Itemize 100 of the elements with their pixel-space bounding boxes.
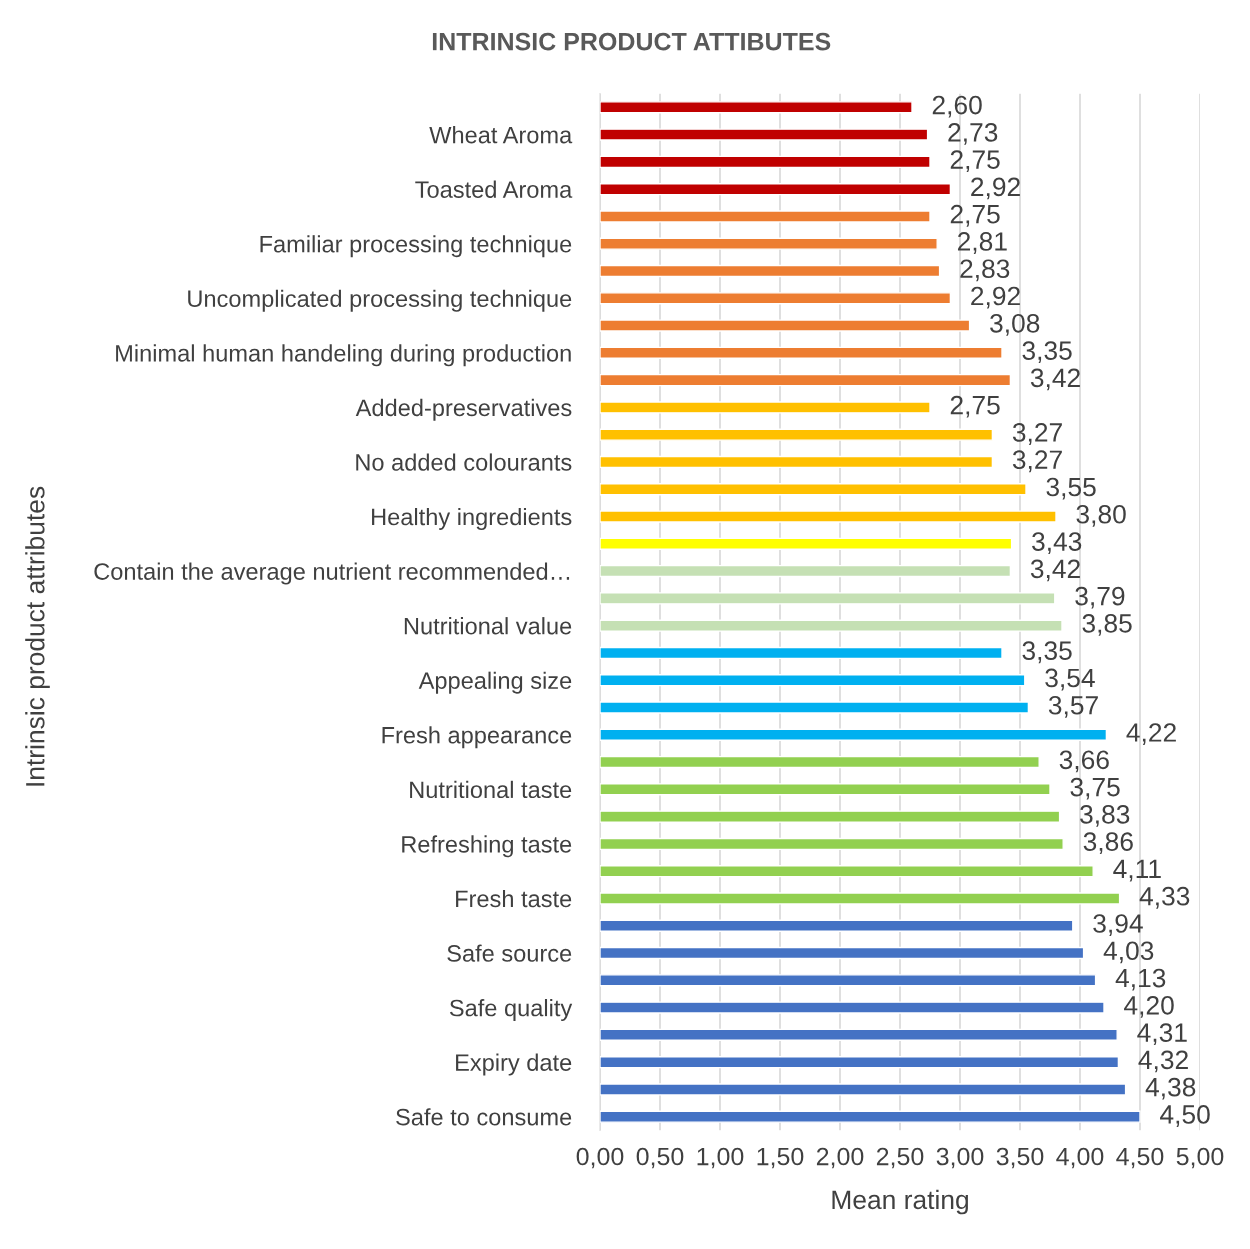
data-label: 3,27 xyxy=(1012,423,1062,445)
data-label: 3,79 xyxy=(1075,586,1125,609)
data-label: 2,60 xyxy=(932,95,982,118)
bar xyxy=(600,510,1057,523)
data-label: 3,66 xyxy=(1059,750,1109,773)
data-label: 3,43 xyxy=(1032,532,1082,555)
data-label: 3,94 xyxy=(1093,914,1143,936)
data-label: 2,81 xyxy=(957,232,1007,254)
bar xyxy=(600,974,1097,987)
x-tick-label: 0,00 xyxy=(576,1147,624,1169)
bar xyxy=(600,1055,1120,1069)
data-label: 4,31 xyxy=(1137,1023,1187,1046)
data-label: 2,75 xyxy=(950,204,1000,227)
y-tick-label: Healthy ingredients xyxy=(372,507,572,530)
bar xyxy=(600,401,931,414)
data-label: 2,75 xyxy=(950,150,1000,173)
data-label: 3,08 xyxy=(990,313,1040,336)
y-tick-label: Safe quality xyxy=(449,999,573,1022)
data-label: 3,54 xyxy=(1045,668,1095,691)
data-label: 4,13 xyxy=(1115,968,1166,991)
bar xyxy=(600,919,1074,932)
data-label: 3,83 xyxy=(1080,805,1130,827)
data-label: 3,86 xyxy=(1083,832,1133,855)
data-label: 4,33 xyxy=(1139,886,1190,909)
y-tick-label: Safe to consume xyxy=(396,1108,572,1126)
bar xyxy=(600,619,1063,632)
data-label: 3,75 xyxy=(1070,777,1120,800)
data-label: 3,42 xyxy=(1030,368,1080,391)
y-tick-label: Nutritional value xyxy=(404,617,572,635)
bar xyxy=(600,1001,1105,1014)
data-label: 3,80 xyxy=(1076,504,1126,527)
bar xyxy=(600,892,1121,905)
bar xyxy=(600,210,931,223)
data-label: 3,55 xyxy=(1046,477,1096,500)
data-label: 2,83 xyxy=(960,259,1010,282)
bar xyxy=(600,1083,1127,1096)
x-tick-label: 4,50 xyxy=(1116,1147,1164,1169)
x-tick-label: 3,00 xyxy=(936,1147,984,1169)
y-tick-label: Refreshing taste xyxy=(402,835,572,858)
y-tick-label: Safe source xyxy=(447,944,572,962)
y-tick-label: Minimal human handeling during production xyxy=(116,344,571,367)
bar xyxy=(600,319,971,332)
data-label: 2,75 xyxy=(950,395,1000,418)
y-axis-title: Intrinsic product attributes xyxy=(25,486,50,786)
bar xyxy=(600,674,1026,687)
y-tick-label: Familiar processing technique xyxy=(260,235,572,258)
bar xyxy=(600,373,1012,387)
data-label: 4,03 xyxy=(1103,941,1154,964)
bar xyxy=(600,783,1051,796)
x-tick-label: 2,00 xyxy=(816,1147,864,1169)
bar xyxy=(600,865,1094,878)
y-tick-label: Nutritional taste xyxy=(410,780,572,799)
y-tick-label: Wheat Aroma xyxy=(429,126,573,144)
data-label: 4,22 xyxy=(1126,723,1176,745)
x-tick-label: 3,50 xyxy=(996,1147,1044,1169)
y-tick-label: Uncomplicated processing technique xyxy=(188,289,572,312)
data-label: 3,35 xyxy=(1022,641,1072,664)
data-label: 3,42 xyxy=(1030,559,1080,582)
data-label: 4,32 xyxy=(1138,1050,1188,1073)
bar xyxy=(600,428,994,441)
bar xyxy=(600,128,929,141)
data-label: 3,35 xyxy=(1022,341,1072,364)
bar xyxy=(600,728,1108,741)
data-label: 3,85 xyxy=(1082,614,1132,636)
bar xyxy=(600,946,1085,960)
bar xyxy=(600,183,952,196)
data-label: 2,92 xyxy=(971,177,1020,200)
y-tick-label: Toasted Aroma xyxy=(415,180,573,198)
bar xyxy=(600,564,1012,578)
bar xyxy=(600,483,1027,496)
bar xyxy=(600,455,994,469)
bar xyxy=(600,1110,1141,1123)
x-tick-label: 0,50 xyxy=(636,1147,684,1169)
data-label: 4,50 xyxy=(1160,1105,1210,1127)
y-tick-label: Expiry date xyxy=(456,1053,572,1076)
chart-title: INTRINSIC PRODUCT ATTIBUTES xyxy=(432,32,831,51)
y-tick-label: Contain the average nutrient recommended… xyxy=(94,562,570,585)
bar xyxy=(600,810,1061,823)
data-label: 2,92 xyxy=(971,286,1020,309)
bar xyxy=(600,701,1030,714)
bar xyxy=(600,755,1040,769)
x-tick-label: 5,00 xyxy=(1176,1147,1224,1169)
data-label: 4,11 xyxy=(1113,859,1161,882)
y-tick-label: Added-preservatives xyxy=(355,398,572,421)
bar xyxy=(600,237,938,250)
data-label: 4,38 xyxy=(1145,1077,1196,1100)
x-tick-label: 1,00 xyxy=(697,1147,744,1169)
bar xyxy=(600,101,913,114)
bar xyxy=(600,537,1013,550)
data-label: 2,73 xyxy=(948,122,998,145)
data-label: 3,27 xyxy=(1012,450,1062,473)
bar xyxy=(600,837,1064,851)
x-tick-label: 2,50 xyxy=(876,1147,924,1169)
bar xyxy=(600,646,1003,660)
bar xyxy=(600,264,941,278)
bar xyxy=(600,1028,1118,1042)
y-tick-label: Fresh taste xyxy=(456,889,572,908)
data-label: 3,57 xyxy=(1048,695,1098,718)
y-tick-label: Appealing size xyxy=(418,671,572,694)
bar xyxy=(600,592,1056,605)
